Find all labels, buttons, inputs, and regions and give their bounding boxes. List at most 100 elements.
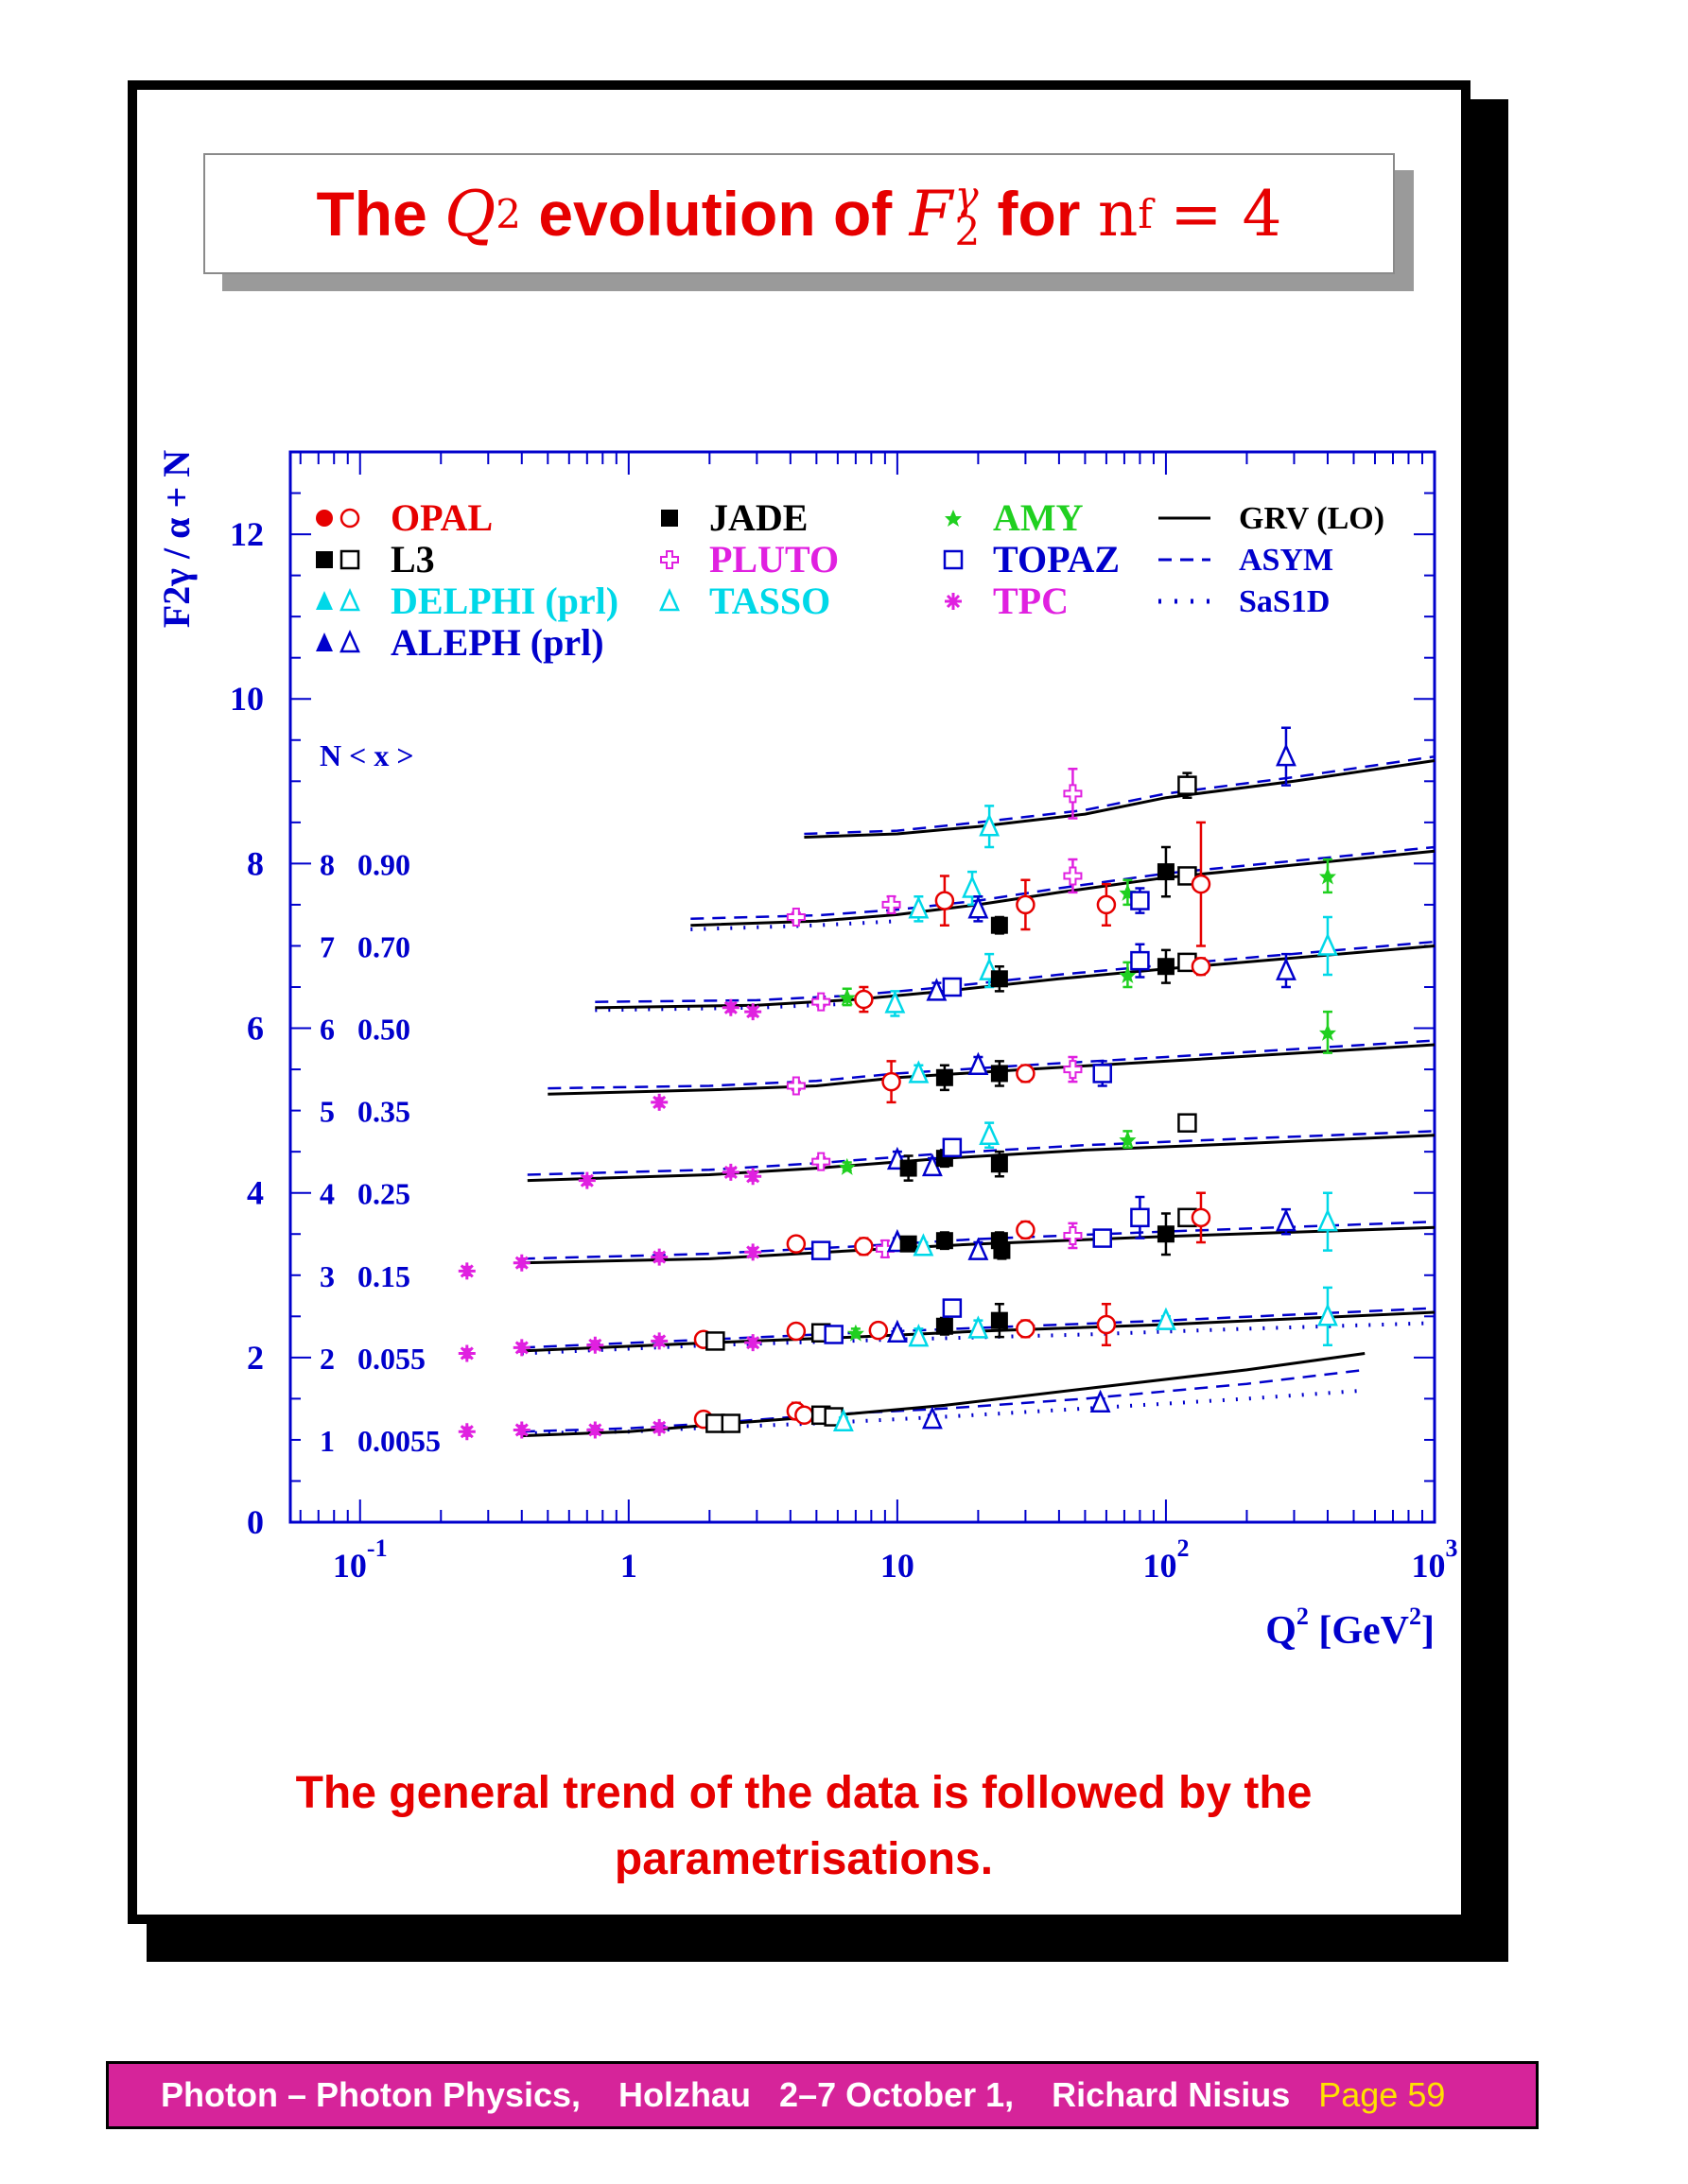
data-point-jade <box>990 970 1008 988</box>
data-point-opal <box>1096 1314 1117 1335</box>
data-point-jade <box>1157 1225 1175 1243</box>
asym-curve-bin-4 <box>527 1130 1436 1176</box>
data-point-amy <box>1318 1023 1336 1041</box>
data-point-pluto <box>786 907 806 927</box>
y-axis-label: F2γ / α + N <box>155 450 198 628</box>
y-tick-label: 10 <box>230 680 264 718</box>
footer-bar: Photon – Photon Physics, Holzhau 2–7 Oct… <box>106 2061 1539 2129</box>
data-point-delphi <box>908 1324 930 1347</box>
legend-marker-filled-opal <box>316 510 333 527</box>
footer-text: Photon – Photon Physics, Holzhau 2–7 Oct… <box>161 2075 1319 2114</box>
legend-label-delphi: DELPHI (prl) <box>391 580 618 622</box>
y-tick-label: 4 <box>247 1174 264 1212</box>
title-f-sup: γ <box>954 172 979 219</box>
data-point-amy <box>1119 1131 1137 1149</box>
x-axis-label: Q2 [GeV2] <box>1265 1603 1435 1653</box>
data-point-opal <box>1191 956 1211 977</box>
legend-label-aleph: ALEPH (prl) <box>391 621 604 664</box>
data-point-tpc <box>744 1243 762 1261</box>
bin-x-label: 0.15 <box>357 1259 410 1293</box>
data-point-pluto <box>881 894 901 914</box>
legend-marker-jade <box>661 510 678 527</box>
data-point-aleph <box>967 1237 989 1260</box>
title-f-sub: 2 <box>954 208 981 254</box>
data-point-pluto <box>875 1239 895 1258</box>
x-tick-label: 1 <box>620 1547 637 1585</box>
legend-label-opal: OPAL <box>391 496 493 539</box>
legend-label-jade: JADE <box>709 496 808 539</box>
data-point-jade <box>1157 863 1175 881</box>
title-nf-sub: f <box>1138 190 1153 237</box>
data-point-l3 <box>705 1331 725 1351</box>
data-point-topaz <box>1092 1064 1112 1083</box>
y-tick-label: 6 <box>247 1010 264 1048</box>
legend-marker-filled-delphi <box>316 591 333 610</box>
data-point-jade <box>1157 958 1175 976</box>
data-point-tpc <box>651 1332 669 1350</box>
data-point-tpc <box>586 1336 604 1354</box>
data-point-aleph <box>921 1406 943 1430</box>
data-point-tpc <box>513 1421 531 1439</box>
bin-n-label: 7 <box>320 929 335 963</box>
y-tick-label: 8 <box>247 844 264 882</box>
data-point-tpc <box>651 1093 669 1111</box>
bin-n-label: 6 <box>320 1013 335 1047</box>
data-point-aleph <box>926 978 948 1001</box>
data-point-topaz <box>824 1325 844 1344</box>
data-point-jade <box>990 1155 1008 1173</box>
grv-curve-bin-8 <box>804 759 1436 839</box>
data-point-amy <box>838 988 856 1006</box>
data-point-aleph <box>967 895 989 919</box>
bin-n-label: 4 <box>320 1177 335 1211</box>
sas1d-curve-bin-1 <box>521 1388 1366 1435</box>
data-point-opal <box>854 1237 874 1257</box>
legend-item-asym: ASYM <box>1158 543 1333 578</box>
legend-item-tasso: TASSO <box>659 580 830 622</box>
data-point-opal <box>1016 1064 1035 1083</box>
legend-label-grv: GRV (LO) <box>1239 501 1384 536</box>
title-f: F <box>909 177 953 251</box>
data-point-tpc <box>722 1163 740 1181</box>
data-point-delphi <box>979 813 1001 837</box>
data-point-opal <box>1096 894 1117 915</box>
data-point-pluto <box>811 992 831 1012</box>
asym-curve-bin-6 <box>595 940 1436 1003</box>
legend-item-opal: OPAL <box>316 496 493 539</box>
data-point-aleph <box>1276 743 1296 767</box>
data-point-jade <box>899 1235 917 1253</box>
legend-item-aleph: ALEPH (prl) <box>316 621 604 664</box>
title-pre: The <box>316 179 427 249</box>
legend-marker-pluto <box>660 550 679 569</box>
data-point-opal <box>786 1234 807 1254</box>
data-point-aleph <box>1276 957 1296 980</box>
data-point-tpc <box>651 1418 669 1436</box>
data-point-l3 <box>1177 775 1197 795</box>
data-point-aleph <box>967 1051 989 1075</box>
data-point-delphi <box>1317 1303 1338 1326</box>
data-point-topaz <box>942 1137 963 1158</box>
bin-x-label: 0.055 <box>357 1342 426 1376</box>
legend-item-jade: JADE <box>661 496 808 539</box>
bin-n-label: 1 <box>320 1424 335 1458</box>
grv-curve-bin-3 <box>521 1225 1436 1265</box>
legend-label-amy: AMY <box>993 496 1084 539</box>
data-point-topaz <box>942 1298 963 1318</box>
data-point-topaz <box>942 977 963 997</box>
legend-label-l3: L3 <box>391 538 435 581</box>
data-point-tpc <box>513 1254 531 1272</box>
legend-marker-open-aleph <box>339 629 360 653</box>
data-point-tpc <box>651 1248 669 1266</box>
data-point-opal <box>1191 1207 1211 1228</box>
data-point-topaz <box>810 1240 831 1260</box>
bin-table-header: N < x > <box>320 738 414 772</box>
asym-curve-bin-8 <box>804 754 1436 836</box>
data-point-aleph <box>1276 1208 1296 1232</box>
caption: The general trend of the data is followe… <box>189 1760 1418 1893</box>
title-for: for <box>997 179 1081 249</box>
data-point-jade <box>935 1232 953 1250</box>
legend-item-grv: GRV (LO) <box>1158 501 1384 536</box>
asym-curve-bin-5 <box>548 1039 1436 1090</box>
grv-curve-bin-6 <box>595 945 1436 1010</box>
data-point-delphi <box>1156 1307 1176 1330</box>
